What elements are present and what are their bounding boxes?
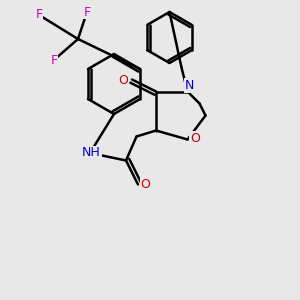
Text: O: O	[118, 74, 128, 88]
Text: N: N	[184, 79, 194, 92]
Text: F: F	[35, 8, 43, 22]
Text: NH: NH	[82, 146, 101, 160]
Text: O: O	[190, 131, 200, 145]
Text: F: F	[83, 5, 91, 19]
Text: O: O	[141, 178, 150, 191]
Text: F: F	[50, 53, 58, 67]
